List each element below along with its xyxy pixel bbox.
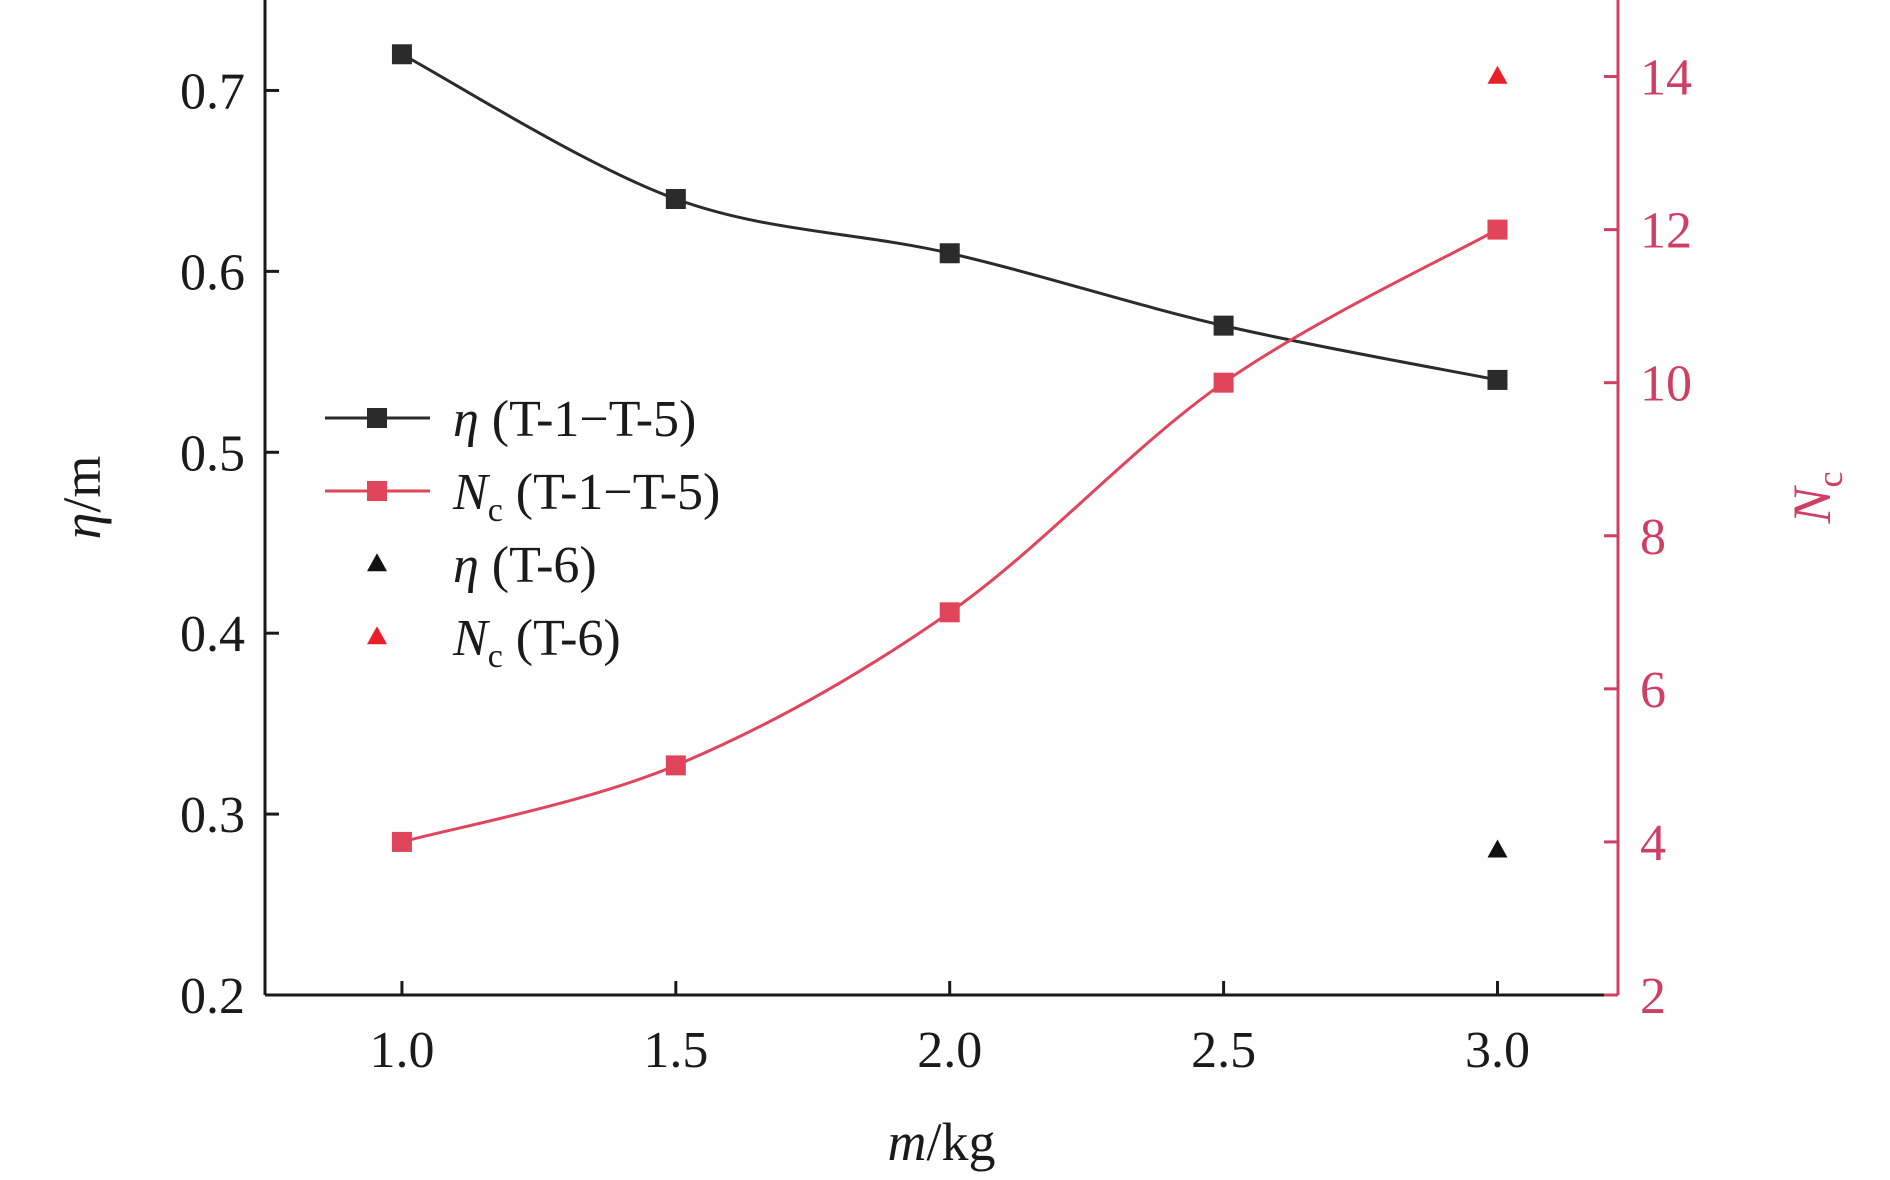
series-line	[401, 52, 1498, 382]
series-3	[1487, 839, 1508, 858]
left-y-tick-label: 0.6	[180, 244, 245, 301]
series-2	[391, 219, 1508, 852]
right-y-tick-label: 4	[1640, 815, 1666, 872]
left-y-tick-label: 0.3	[180, 787, 245, 844]
right-y-tick-label: 10	[1640, 356, 1692, 413]
right-y-axis-title: Nc	[1782, 471, 1850, 524]
legend-label: Nc (T-1−T-5)	[452, 464, 720, 529]
data-point	[1487, 219, 1508, 240]
x-tick-label: 2.0	[917, 1022, 982, 1079]
data-point	[1213, 372, 1234, 393]
legend-marker	[367, 553, 387, 572]
data-point	[939, 602, 960, 623]
x-tick-label: 2.5	[1191, 1022, 1256, 1079]
x-tick-label: 1.0	[369, 1022, 434, 1079]
series-1	[391, 44, 1508, 390]
legend-item: Nc (T-1−T-5)	[325, 464, 720, 529]
legend-item: Nc (T-6)	[367, 610, 621, 675]
left-y-tick-label: 0.4	[180, 606, 245, 663]
data-point	[1487, 369, 1508, 390]
legend-label: η (T-1−T-5)	[453, 391, 696, 448]
data-point	[939, 243, 960, 264]
legend-marker	[367, 481, 387, 501]
legend-label: Nc (T-6)	[452, 610, 621, 675]
data-point	[1213, 315, 1234, 336]
left-y-tick-label: 0.5	[180, 425, 245, 482]
data-point	[391, 831, 412, 852]
legend-item: η (T-6)	[367, 537, 597, 594]
right-y-tick-label: 2	[1640, 968, 1666, 1025]
axes: 1.0 1.5 2.0 2.5 3.0 0.2 0.3 0.4 0.5 0.6 0.7 2 4 6 8 10 1…	[52, 0, 1850, 1172]
data-point	[665, 755, 686, 776]
series-layer	[391, 44, 1508, 858]
legend: η (T-1−T-5) Nc (T-1−T-5) η (T-6) Nc (T-6)	[325, 391, 720, 675]
right-y-tick-label: 12	[1640, 203, 1692, 260]
data-point	[665, 189, 686, 209]
right-y-tick-label: 6	[1640, 662, 1666, 719]
legend-item: η (T-1−T-5)	[325, 391, 696, 448]
left-y-tick-label: 0.2	[180, 968, 245, 1025]
x-tick-label: 3.0	[1465, 1022, 1530, 1079]
right-y-tick-label: 8	[1640, 509, 1666, 566]
data-point	[1487, 839, 1508, 858]
right-y-tick-label: 14	[1640, 50, 1692, 107]
x-axis-title: m/kg	[887, 1112, 995, 1172]
left-y-axis-title: η/m	[52, 456, 112, 540]
series-4	[1487, 65, 1508, 84]
left-y-tick-label: 0.7	[180, 63, 245, 120]
x-tick-label: 1.5	[643, 1022, 708, 1079]
data-point	[391, 44, 412, 65]
legend-marker	[367, 626, 387, 645]
legend-marker	[367, 408, 387, 428]
legend-label: η (T-6)	[453, 537, 597, 594]
series-line	[401, 228, 1499, 844]
data-point	[1487, 65, 1508, 84]
